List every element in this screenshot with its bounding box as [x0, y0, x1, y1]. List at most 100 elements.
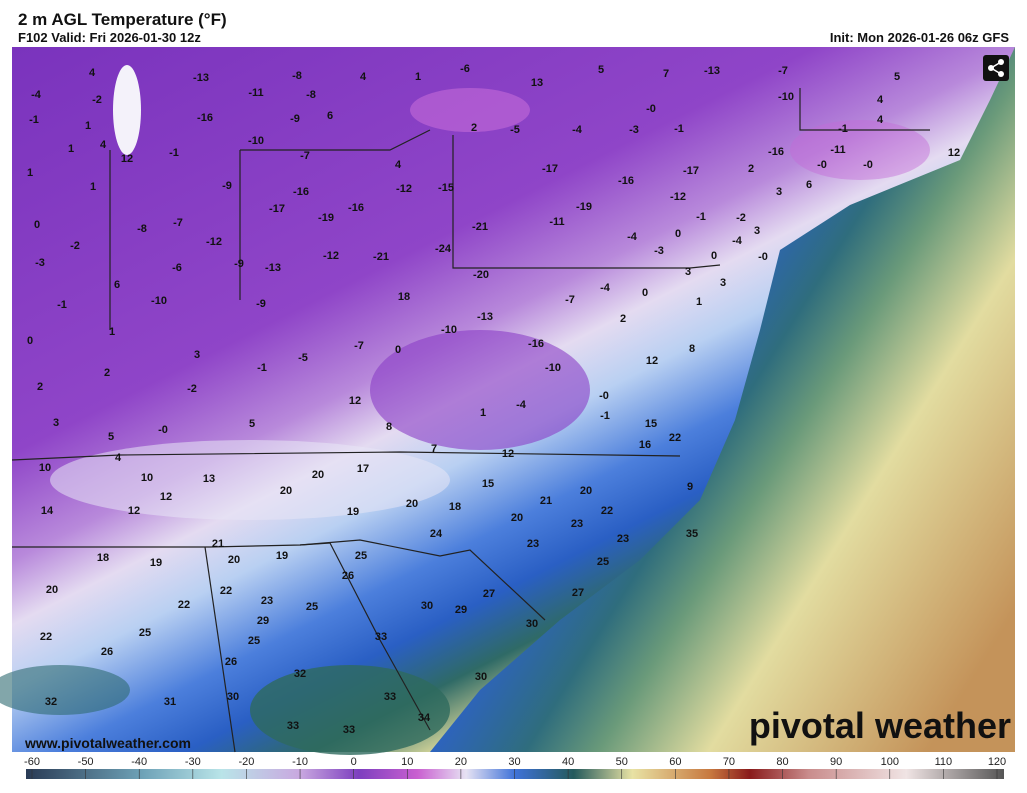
temperature-label: -10 — [248, 135, 264, 147]
temperature-label: 25 — [139, 627, 151, 639]
temperature-label: 26 — [225, 656, 237, 668]
temperature-label: 0 — [711, 250, 717, 262]
temperature-label: 3 — [194, 349, 200, 361]
temperature-label: -2 — [187, 383, 197, 395]
temperature-label: -16 — [348, 202, 364, 214]
temperature-label: -9 — [234, 258, 244, 270]
temperature-label: -21 — [373, 251, 389, 263]
temperature-label: 17 — [357, 463, 369, 475]
temperature-label: 4 — [89, 67, 96, 79]
temperature-label: 5 — [598, 64, 604, 76]
temperature-label: -12 — [670, 191, 686, 203]
temperature-label: -12 — [206, 236, 222, 248]
temperature-label: 4 — [395, 159, 402, 171]
temperature-label: -1 — [29, 114, 39, 126]
temperature-label: 18 — [398, 291, 410, 303]
temperature-label: 25 — [306, 601, 318, 613]
temperature-label: 4 — [115, 452, 122, 464]
map-title: 2 m AGL Temperature (°F) — [18, 10, 227, 29]
colorbar-tick-label: 110 — [935, 756, 953, 768]
temperature-label: 9 — [687, 481, 693, 493]
temperature-label: 20 — [312, 469, 324, 481]
temperature-label: -19 — [318, 212, 334, 224]
temperature-label: -4 — [627, 231, 638, 243]
temperature-label: -12 — [323, 250, 339, 262]
temperature-label: -1 — [169, 147, 179, 159]
temperature-label: 29 — [257, 615, 269, 627]
colorbar-tick-label: -20 — [238, 756, 254, 768]
temperature-label: -10 — [778, 91, 794, 103]
temperature-label: -7 — [565, 294, 575, 306]
temperature-label: 8 — [689, 343, 695, 355]
temperature-label: -4 — [572, 124, 583, 136]
temperature-label: 12 — [128, 505, 140, 517]
temperature-label: -20 — [473, 269, 489, 281]
share-button[interactable] — [983, 55, 1009, 81]
temperature-label: -11 — [248, 87, 263, 99]
temperature-label: 6 — [327, 110, 333, 122]
temperature-label: 2 — [37, 381, 43, 393]
temperature-label: -1 — [838, 123, 848, 135]
temperature-label: -0 — [158, 424, 168, 436]
temperature-label: -9 — [256, 298, 266, 310]
temperature-label: 2 — [620, 313, 626, 325]
temperature-label: -5 — [298, 352, 308, 364]
temperature-label: -6 — [460, 63, 470, 75]
temperature-label: -7 — [173, 217, 183, 229]
temperature-label: -16 — [618, 175, 634, 187]
temperature-label: 22 — [669, 432, 681, 444]
temperature-label: 20 — [228, 554, 240, 566]
colorbar — [26, 769, 1004, 779]
temperature-label: -0 — [758, 251, 768, 263]
temperature-label: -8 — [292, 70, 302, 82]
temperature-label: -4 — [516, 399, 527, 411]
temperature-label: 3 — [776, 186, 782, 198]
temperature-label: -7 — [778, 65, 788, 77]
temperature-label: 15 — [482, 478, 494, 490]
temperature-label: 2 — [748, 163, 754, 175]
temperature-label: -2 — [736, 212, 746, 224]
temperature-label: 0 — [34, 219, 40, 231]
temperature-label: 20 — [406, 498, 418, 510]
temperature-label: -10 — [545, 362, 561, 374]
colorbar-tick-label: 80 — [776, 756, 788, 768]
temperature-label: 13 — [203, 473, 215, 485]
temperature-label: 6 — [114, 279, 120, 291]
temperature-label: -10 — [151, 295, 167, 307]
temperature-label: 33 — [343, 724, 355, 736]
temperature-label: 12 — [502, 448, 514, 460]
temperature-label: 22 — [40, 631, 52, 643]
temperature-label: 31 — [164, 696, 176, 708]
valid-time: F102 Valid: Fri 2026-01-30 12z — [18, 30, 201, 45]
temperature-label: -15 — [438, 182, 454, 194]
temperature-label: 25 — [248, 635, 260, 647]
temperature-label: -11 — [830, 144, 845, 156]
temperature-label: 27 — [572, 587, 584, 599]
temperature-label: 4 — [100, 139, 107, 151]
temperature-label: 1 — [109, 326, 115, 338]
temperature-label: 0 — [642, 287, 648, 299]
temperature-label: -0 — [817, 159, 827, 171]
temperature-label: 23 — [261, 595, 273, 607]
colorbar-tick-label: 70 — [723, 756, 735, 768]
temperature-label: 19 — [150, 557, 162, 569]
temperature-label: -4 — [31, 89, 42, 101]
temperature-label: 32 — [294, 668, 306, 680]
temperature-label: 15 — [645, 418, 657, 430]
colorbar-tick-label: 60 — [669, 756, 681, 768]
temperature-label: 33 — [375, 631, 387, 643]
temperature-label: -16 — [768, 146, 784, 158]
temperature-label: 5 — [108, 431, 114, 443]
temperature-label: -24 — [435, 243, 452, 255]
colorbar-tick-label: 20 — [455, 756, 467, 768]
temperature-label: 30 — [526, 618, 538, 630]
temperature-label: 12 — [646, 355, 658, 367]
colorbar-tick-label: 100 — [881, 756, 899, 768]
temperature-label: 3 — [720, 277, 726, 289]
colorbar-tick-label: -60 — [24, 756, 40, 768]
colorbar-tick-label: -30 — [185, 756, 201, 768]
temperature-label: -17 — [269, 203, 285, 215]
temperature-label: -4 — [600, 282, 611, 294]
temperature-label: -6 — [172, 262, 182, 274]
temperature-label: 0 — [675, 228, 681, 240]
